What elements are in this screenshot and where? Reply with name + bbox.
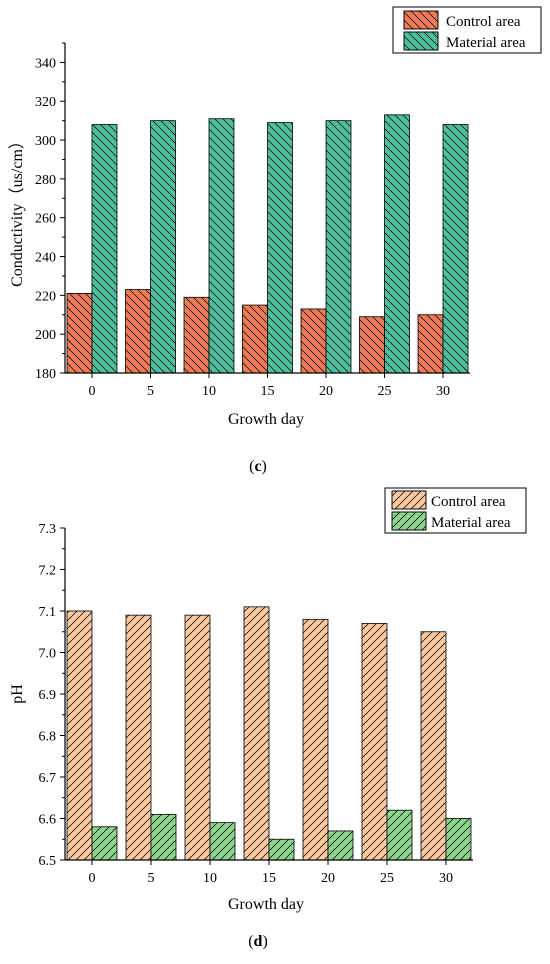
bar-hatch-c-s0-20 (300, 308, 327, 374)
x-tick-label-c-0: 0 (89, 384, 96, 399)
y-axis-label-c: Conductivity（us/cm） (8, 133, 26, 287)
legend-d-label-control: Control area (431, 494, 506, 510)
bar-hatch-c-s0-10 (183, 296, 210, 374)
bar-hatch-d-s1-20 (327, 830, 354, 861)
bar-hatch-c-s1-5 (150, 120, 176, 374)
chart-c: 0 5 10 15 20 25 30180200220240260280300320340 … (8, 6, 542, 475)
x-tick-label-c-20: 20 (319, 384, 333, 399)
bar-hatch-c-s0-30 (417, 314, 444, 374)
x-axis-label-d: Growth day (228, 896, 304, 913)
y-tick-label-c-260: 260 (35, 212, 56, 227)
bar-hatch-c-s0-25 (359, 316, 385, 374)
panel-label-c: (c) (249, 458, 267, 475)
legend-c-swatch-hatch-1 (403, 31, 439, 51)
y-tick-label-c-300: 300 (35, 134, 56, 149)
y-tick-label-d-6.9: 6.9 (39, 688, 57, 703)
y-tick-label-c-320: 320 (35, 95, 56, 110)
axes-c: 0 5 10 15 20 25 30 180 200 220 240 260 280 300 320 340 (35, 42, 470, 399)
bar-hatch-d-s1-0 (91, 826, 118, 861)
x-tick-label-c-25: 25 (378, 384, 392, 399)
y-tick-label-d-6.8: 6.8 (39, 730, 57, 745)
bar-hatch-d-s0-5 (125, 614, 152, 861)
x-tick-label-d-20: 20 (321, 871, 335, 886)
panel-label-d: (d) (248, 933, 268, 950)
y-tick-label-c-280: 280 (35, 173, 56, 188)
legend-d-label-material: Material area (431, 515, 511, 531)
y-tick-label-d-7.2: 7.2 (39, 564, 57, 579)
bar-hatch-c-s1-15 (267, 122, 293, 374)
bar-hatch-d-s1-25 (386, 809, 413, 861)
y-tick-label-d-6.5: 6.5 (39, 854, 57, 869)
bar-hatch-d-s1-5 (150, 813, 177, 861)
bar-hatch-c-s1-20 (325, 120, 352, 374)
bar-hatch-c-s0-0 (66, 293, 93, 374)
y-tick-label-d-7.3: 7.3 (39, 522, 57, 537)
legend-c-swatch-hatch-0 (403, 10, 439, 30)
x-tick-label-d-5: 5 (148, 871, 155, 886)
x-tick-label-d-25: 25 (380, 871, 394, 886)
bar-hatch-c-s1-0 (91, 124, 118, 374)
y-tick-label-d-7.0: 7.0 (39, 647, 57, 662)
chart-d: 0 5 10 15 20 25 306.56.66.76.86.97.07.17.27.3 … (9, 487, 527, 950)
bar-hatch-d-s0-15 (243, 606, 270, 861)
axes-d: 0 5 10 15 20 25 30 6.5 6.6 6.7 6.8 6.9 7.0 7.1 7.2 7.3 (39, 522, 473, 886)
y-tick-label-d-7.1: 7.1 (39, 605, 57, 620)
x-tick-label-d-15: 15 (262, 871, 276, 886)
legend-d-swatch-hatch-1 (391, 511, 427, 531)
x-tick-label-c-30: 30 (436, 384, 450, 399)
y-tick-label-d-6.7: 6.7 (39, 771, 57, 786)
bars-d (66, 606, 472, 861)
x-axis-label-c: Growth day (228, 411, 304, 428)
y-tick-label-c-180: 180 (35, 367, 56, 382)
bar-hatch-c-s0-5 (125, 289, 151, 374)
bar-hatch-d-s0-25 (361, 623, 388, 861)
x-tick-label-d-30: 30 (439, 871, 453, 886)
y-axis-label-d: pH (9, 684, 26, 704)
bar-hatch-d-s0-0 (66, 610, 93, 861)
x-tick-label-c-5: 5 (147, 384, 154, 399)
bar-hatch-c-s0-15 (242, 304, 268, 374)
y-tick-label-c-200: 200 (35, 328, 56, 343)
legend-d: Control area Material area (384, 487, 527, 534)
legend-c-label-control: Control area (446, 14, 521, 30)
bar-hatch-d-s0-10 (184, 614, 211, 861)
bar-hatch-d-s1-30 (445, 818, 472, 861)
bar-hatch-c-s1-10 (208, 118, 235, 374)
bar-hatch-c-s1-25 (384, 114, 410, 374)
y-tick-label-c-340: 340 (35, 56, 56, 71)
legend-d-swatch-hatch-0 (391, 490, 427, 510)
bar-hatch-d-s1-15 (268, 838, 295, 861)
bars-c (66, 114, 469, 374)
bar-hatch-c-s1-30 (442, 124, 469, 374)
bar-hatch-d-s0-20 (302, 618, 329, 861)
y-tick-label-c-220: 220 (35, 289, 56, 304)
bar-hatch-d-s1-10 (209, 822, 236, 861)
legend-c-label-material: Material area (446, 35, 526, 51)
bar-hatch-d-s0-30 (420, 631, 447, 861)
x-tick-label-d-0: 0 (89, 871, 96, 886)
y-tick-label-c-240: 240 (35, 251, 56, 266)
x-tick-label-c-10: 10 (202, 384, 216, 399)
x-tick-label-c-15: 15 (261, 384, 275, 399)
legend-c: Control area Material area (392, 6, 542, 54)
y-tick-label-d-6.6: 6.6 (39, 813, 57, 828)
x-tick-label-d-10: 10 (203, 871, 217, 886)
